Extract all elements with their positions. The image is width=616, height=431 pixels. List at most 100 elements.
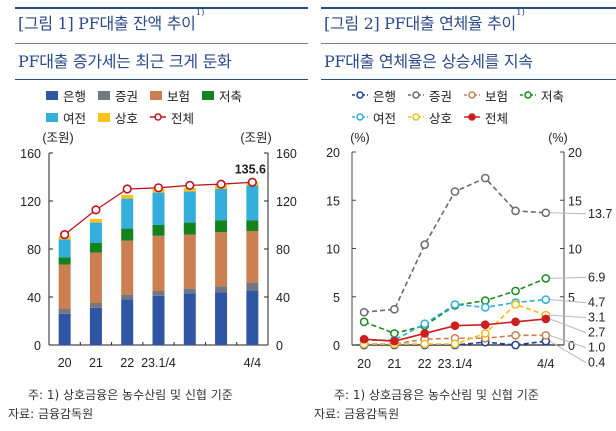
leader-line	[549, 276, 587, 279]
bar-segment-저축	[215, 220, 228, 233]
bar-segment-은행	[246, 291, 259, 345]
y-tick-label-left: 20	[326, 146, 340, 160]
title-divider	[15, 43, 308, 44]
y-axis-unit-right: (조원)	[240, 131, 271, 145]
leader-line	[549, 318, 587, 334]
end-label-전체: 2.7	[588, 326, 605, 340]
y-tick-label-right: 160	[276, 147, 297, 161]
bar-segment-은행	[89, 307, 102, 345]
bar-segment-보험	[89, 252, 102, 303]
legend-item: 여전	[46, 108, 86, 127]
total-point	[60, 229, 70, 240]
legend-item: 저축	[202, 86, 242, 105]
total-point	[122, 184, 132, 194]
leader-line	[549, 334, 587, 349]
series-point-여전	[450, 300, 460, 309]
legend-label: 은행	[373, 88, 397, 104]
title-rule	[321, 7, 616, 9]
figure-2-label: [그림 2] PF대출 연체율 추이1)	[324, 8, 525, 34]
figure-1-label: [그림 1] PF대출 잔액 추이1)	[18, 8, 205, 34]
bar-segment-증권	[152, 291, 165, 296]
bar-segment-여전	[89, 222, 102, 243]
y-tick-label-left: 0	[34, 339, 41, 353]
legend-label: 상호	[429, 110, 453, 126]
y-tick-label-right: 15	[568, 194, 582, 208]
series-point-증권	[420, 240, 430, 249]
legend-marker-line	[464, 113, 481, 121]
legend-label: 저축	[219, 88, 243, 104]
title-divider	[321, 43, 616, 44]
bar-segment-여전	[58, 239, 71, 258]
legend-item: 전체	[150, 108, 194, 127]
figure-2-chart: (%) (%) 0 0 5 5 10 10 15 15 20 20 20 21 22 23.1/4 4/4 0.4…	[326, 131, 612, 371]
legend-row: 여전 상호 전체	[352, 106, 612, 128]
bar-segment-여전	[215, 189, 228, 221]
legend-item: 저축	[520, 86, 564, 105]
legend-swatch	[46, 112, 58, 122]
legend-label: 저축	[541, 88, 565, 104]
total-point	[91, 205, 101, 215]
source-note: 자료: 금융감독원	[314, 407, 400, 421]
bar-segment-은행	[183, 293, 196, 345]
legend-marker-line	[352, 91, 368, 99]
series-point-전체	[359, 334, 369, 344]
series-point-전체	[541, 314, 551, 324]
figure-2-legend: 은행 증권 보험 저축 여전 상호 전체	[352, 84, 612, 128]
total-point	[216, 179, 226, 189]
bar-segment-저축	[58, 257, 71, 265]
legend-item: 은행	[46, 86, 86, 105]
y-axis-unit-left: (%)	[350, 131, 369, 145]
y-tick-label-left: 5	[333, 291, 340, 305]
y-tick-label-left: 10	[326, 243, 340, 257]
bar-segment-증권	[215, 286, 228, 293]
legend-label: 상호	[115, 110, 139, 126]
legend-marker-line	[464, 91, 481, 99]
bar-segment-보험	[152, 235, 165, 291]
series-point-상호	[450, 339, 460, 349]
series-point-여전	[541, 295, 551, 304]
x-tick-label: 21	[387, 357, 401, 371]
bar-segment-증권	[89, 303, 102, 308]
total-annotation: 135.6	[235, 162, 266, 176]
figure-1-footnote-mark: 1)	[195, 8, 205, 18]
figure-1-panel: [그림 1] PF대출 잔액 추이1) PF대출 증가세는 최근 크게 둔화 은…	[6, 0, 308, 431]
series-point-보험	[541, 331, 551, 340]
x-tick-label: 20	[58, 356, 72, 370]
end-label-은행: 0.4	[588, 356, 605, 370]
legend-label: 여전	[63, 110, 87, 126]
bar-segment-은행	[58, 313, 71, 345]
bar-segment-저축	[152, 225, 165, 236]
series-point-증권	[541, 208, 551, 218]
series-point-상호	[420, 339, 430, 349]
figure-1-label-text: [그림 1] PF대출 잔액 추이	[18, 14, 196, 33]
bar-segment-보험	[215, 232, 228, 287]
series-point-전체	[511, 317, 520, 327]
total-point	[185, 180, 195, 191]
bar-segment-은행	[152, 295, 165, 345]
figure-2-title: PF대출 연체율은 상승세를 지속	[324, 52, 533, 71]
bar-segment-증권	[183, 288, 196, 294]
y-tick-label-left: 40	[27, 291, 41, 305]
legend-label: 은행	[63, 88, 87, 104]
legend-label: 전체	[171, 110, 195, 126]
series-point-증권	[480, 173, 490, 183]
leader-line	[549, 299, 587, 304]
series-point-전체	[480, 320, 490, 330]
legend-item: 보험	[464, 86, 508, 105]
legend-row: 은행 증권 보험 저축	[46, 84, 306, 106]
y-axis-unit-left: (조원)	[42, 131, 73, 145]
bar-segment-상호	[121, 195, 134, 199]
legend-marker-line	[150, 113, 167, 121]
end-label-저축: 6.9	[588, 270, 605, 284]
series-point-보험	[511, 331, 520, 340]
y-tick-label-left: 0	[333, 339, 340, 353]
y-axis-unit-right: (%)	[548, 131, 567, 145]
series-point-증권	[390, 304, 399, 314]
x-tick-label: 20	[357, 357, 371, 371]
y-tick-label-right: 20	[568, 146, 582, 160]
end-label-보험: 1.0	[588, 341, 605, 355]
series-point-전체	[390, 336, 399, 346]
legend-item: 은행	[352, 86, 396, 105]
series-point-저축	[359, 317, 369, 327]
